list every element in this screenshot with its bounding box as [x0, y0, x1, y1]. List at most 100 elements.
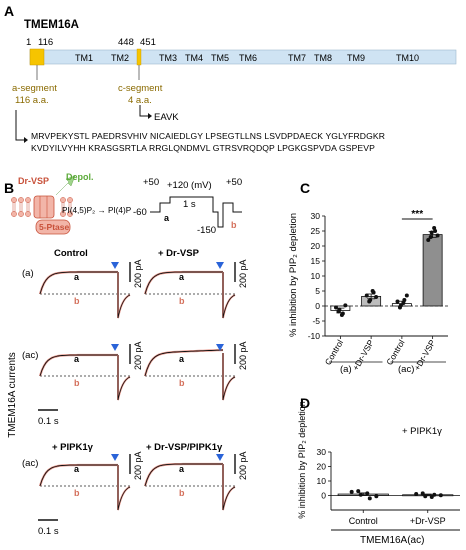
- trace-black: [144, 271, 223, 295]
- lipid-head: [67, 197, 73, 203]
- trace-label-b: b: [74, 296, 80, 306]
- data-point: [343, 303, 348, 308]
- data-point: [429, 230, 434, 235]
- time-scale-label: 0.1 s: [38, 416, 59, 427]
- protocol-v-pos50a: +50: [143, 177, 159, 188]
- data-point: [438, 493, 443, 498]
- protein-name: TMEM16A: [24, 19, 79, 31]
- y-tick-label: 5: [315, 286, 320, 296]
- current-scale-label: 200 pA: [238, 451, 248, 480]
- current-scale-label: 200 pA: [133, 259, 143, 288]
- trace-label-b: b: [74, 378, 80, 388]
- tail-black: [222, 353, 236, 401]
- trace-black: [39, 354, 118, 377]
- protocol-mark-a: a: [164, 213, 170, 223]
- protocol-time: 1 s: [183, 199, 196, 210]
- data-point: [426, 238, 431, 242]
- x-tick-label: +Dr-VSP: [412, 338, 438, 373]
- data-point: [374, 494, 379, 499]
- data-point: [420, 491, 425, 496]
- data-point: [370, 289, 375, 293]
- tm-label-2: TM2: [111, 53, 129, 63]
- data-point: [356, 489, 361, 494]
- data-point: [401, 301, 406, 305]
- trace-label-b: b: [74, 488, 80, 498]
- pip-reaction: PI(4,5)P₂ → PI(4)P: [62, 206, 132, 215]
- data-point: [435, 233, 440, 238]
- data-point: [432, 226, 437, 230]
- current-scale-label: 200 pA: [238, 341, 248, 370]
- depol-label: Depol.: [66, 172, 94, 182]
- data-point: [428, 235, 433, 239]
- lipid-head: [67, 211, 73, 217]
- tail-black: [117, 355, 131, 401]
- panel-c-letter: C: [300, 180, 310, 196]
- x-tick-label: +Dr-VSP: [350, 338, 376, 373]
- a-sequence-line-2: KVDYILVYHH KRASGSRTLA RRGLQNDMVL GTRSVRQ…: [31, 143, 375, 153]
- vsp-protein-icon: [33, 195, 55, 219]
- current-scale-label: 200 pA: [133, 451, 143, 480]
- pos-c-end: 451: [140, 37, 156, 48]
- data-point: [395, 299, 400, 304]
- lipid-head: [11, 197, 17, 203]
- trace-label-a: a: [74, 354, 80, 364]
- protocol-v-pos120: +120 (mV): [167, 180, 212, 191]
- tm-label-4: TM4: [185, 53, 203, 63]
- data-point: [404, 293, 409, 298]
- a-segment-length: 116 a.a.: [15, 95, 49, 106]
- data-point: [374, 295, 379, 299]
- membrane-schematic: 5-Ptase: [11, 175, 76, 235]
- a-seq-arrowhead: [24, 137, 28, 143]
- lipid-head: [25, 197, 31, 203]
- tm-label-8: TM8: [314, 53, 332, 63]
- tail-black: [222, 464, 236, 511]
- tm-label-1: TM1: [75, 53, 93, 63]
- a-sequence-line-1: MRVPEKYSTL PAEDRSVHIV NICAIEDLGY LPSEGTL…: [31, 131, 385, 141]
- lipid-head: [60, 211, 66, 217]
- trace-black: [39, 464, 118, 487]
- bar: [422, 234, 443, 307]
- data-point: [349, 489, 354, 494]
- trace-label-b: b: [179, 378, 185, 388]
- panel-d-letter: D: [300, 395, 310, 411]
- data-point: [339, 313, 344, 317]
- lipid-head: [11, 211, 17, 217]
- x-tick-label: Control: [349, 516, 378, 526]
- c-segment-label: c-segment: [118, 83, 163, 94]
- trace-label-b: b: [179, 296, 185, 306]
- trace-label-a: a: [74, 272, 80, 282]
- membrane-lipids: [11, 197, 73, 217]
- panel-a-letter: A: [4, 3, 14, 19]
- y-tick-label: 10: [311, 271, 321, 281]
- panel-c-ylabel: % inhibition by PIP₂ depletion: [288, 213, 299, 337]
- a-segment-label: a-segment: [12, 83, 57, 94]
- pos-c-start: 448: [118, 37, 134, 48]
- y-tick-label: 30: [317, 447, 327, 457]
- header-pipk: + PIPK1γ: [52, 442, 94, 453]
- trace-black: [144, 463, 223, 487]
- c-sequence: EAVK: [154, 112, 179, 123]
- data-point: [397, 305, 402, 310]
- tail-black: [222, 272, 236, 319]
- y-tick-label: 20: [311, 241, 321, 251]
- panel-c-group-a: (a): [340, 364, 352, 375]
- measure-marker-icon: [216, 344, 224, 351]
- current-scale-label: 200 pA: [238, 259, 248, 288]
- trace-label-b: b: [179, 488, 185, 498]
- protocol-mark-b: b: [231, 220, 237, 230]
- data-point: [433, 229, 438, 233]
- pos-start: 1: [26, 37, 31, 48]
- protocol-v-neg150: -150: [197, 225, 216, 236]
- data-point: [429, 494, 434, 499]
- y-tick-label: 0: [315, 301, 320, 311]
- drvsp-label: Dr-VSP: [18, 176, 49, 186]
- trace-label-a: a: [74, 464, 80, 474]
- lipid-head: [18, 197, 24, 203]
- row-label-a: (a): [22, 268, 34, 279]
- y-tick-label: 30: [311, 211, 321, 221]
- data-point: [367, 299, 372, 304]
- trace-label-a: a: [179, 354, 185, 364]
- panel-c-group-ac: (ac): [398, 364, 414, 375]
- tm-label-6: TM6: [239, 53, 257, 63]
